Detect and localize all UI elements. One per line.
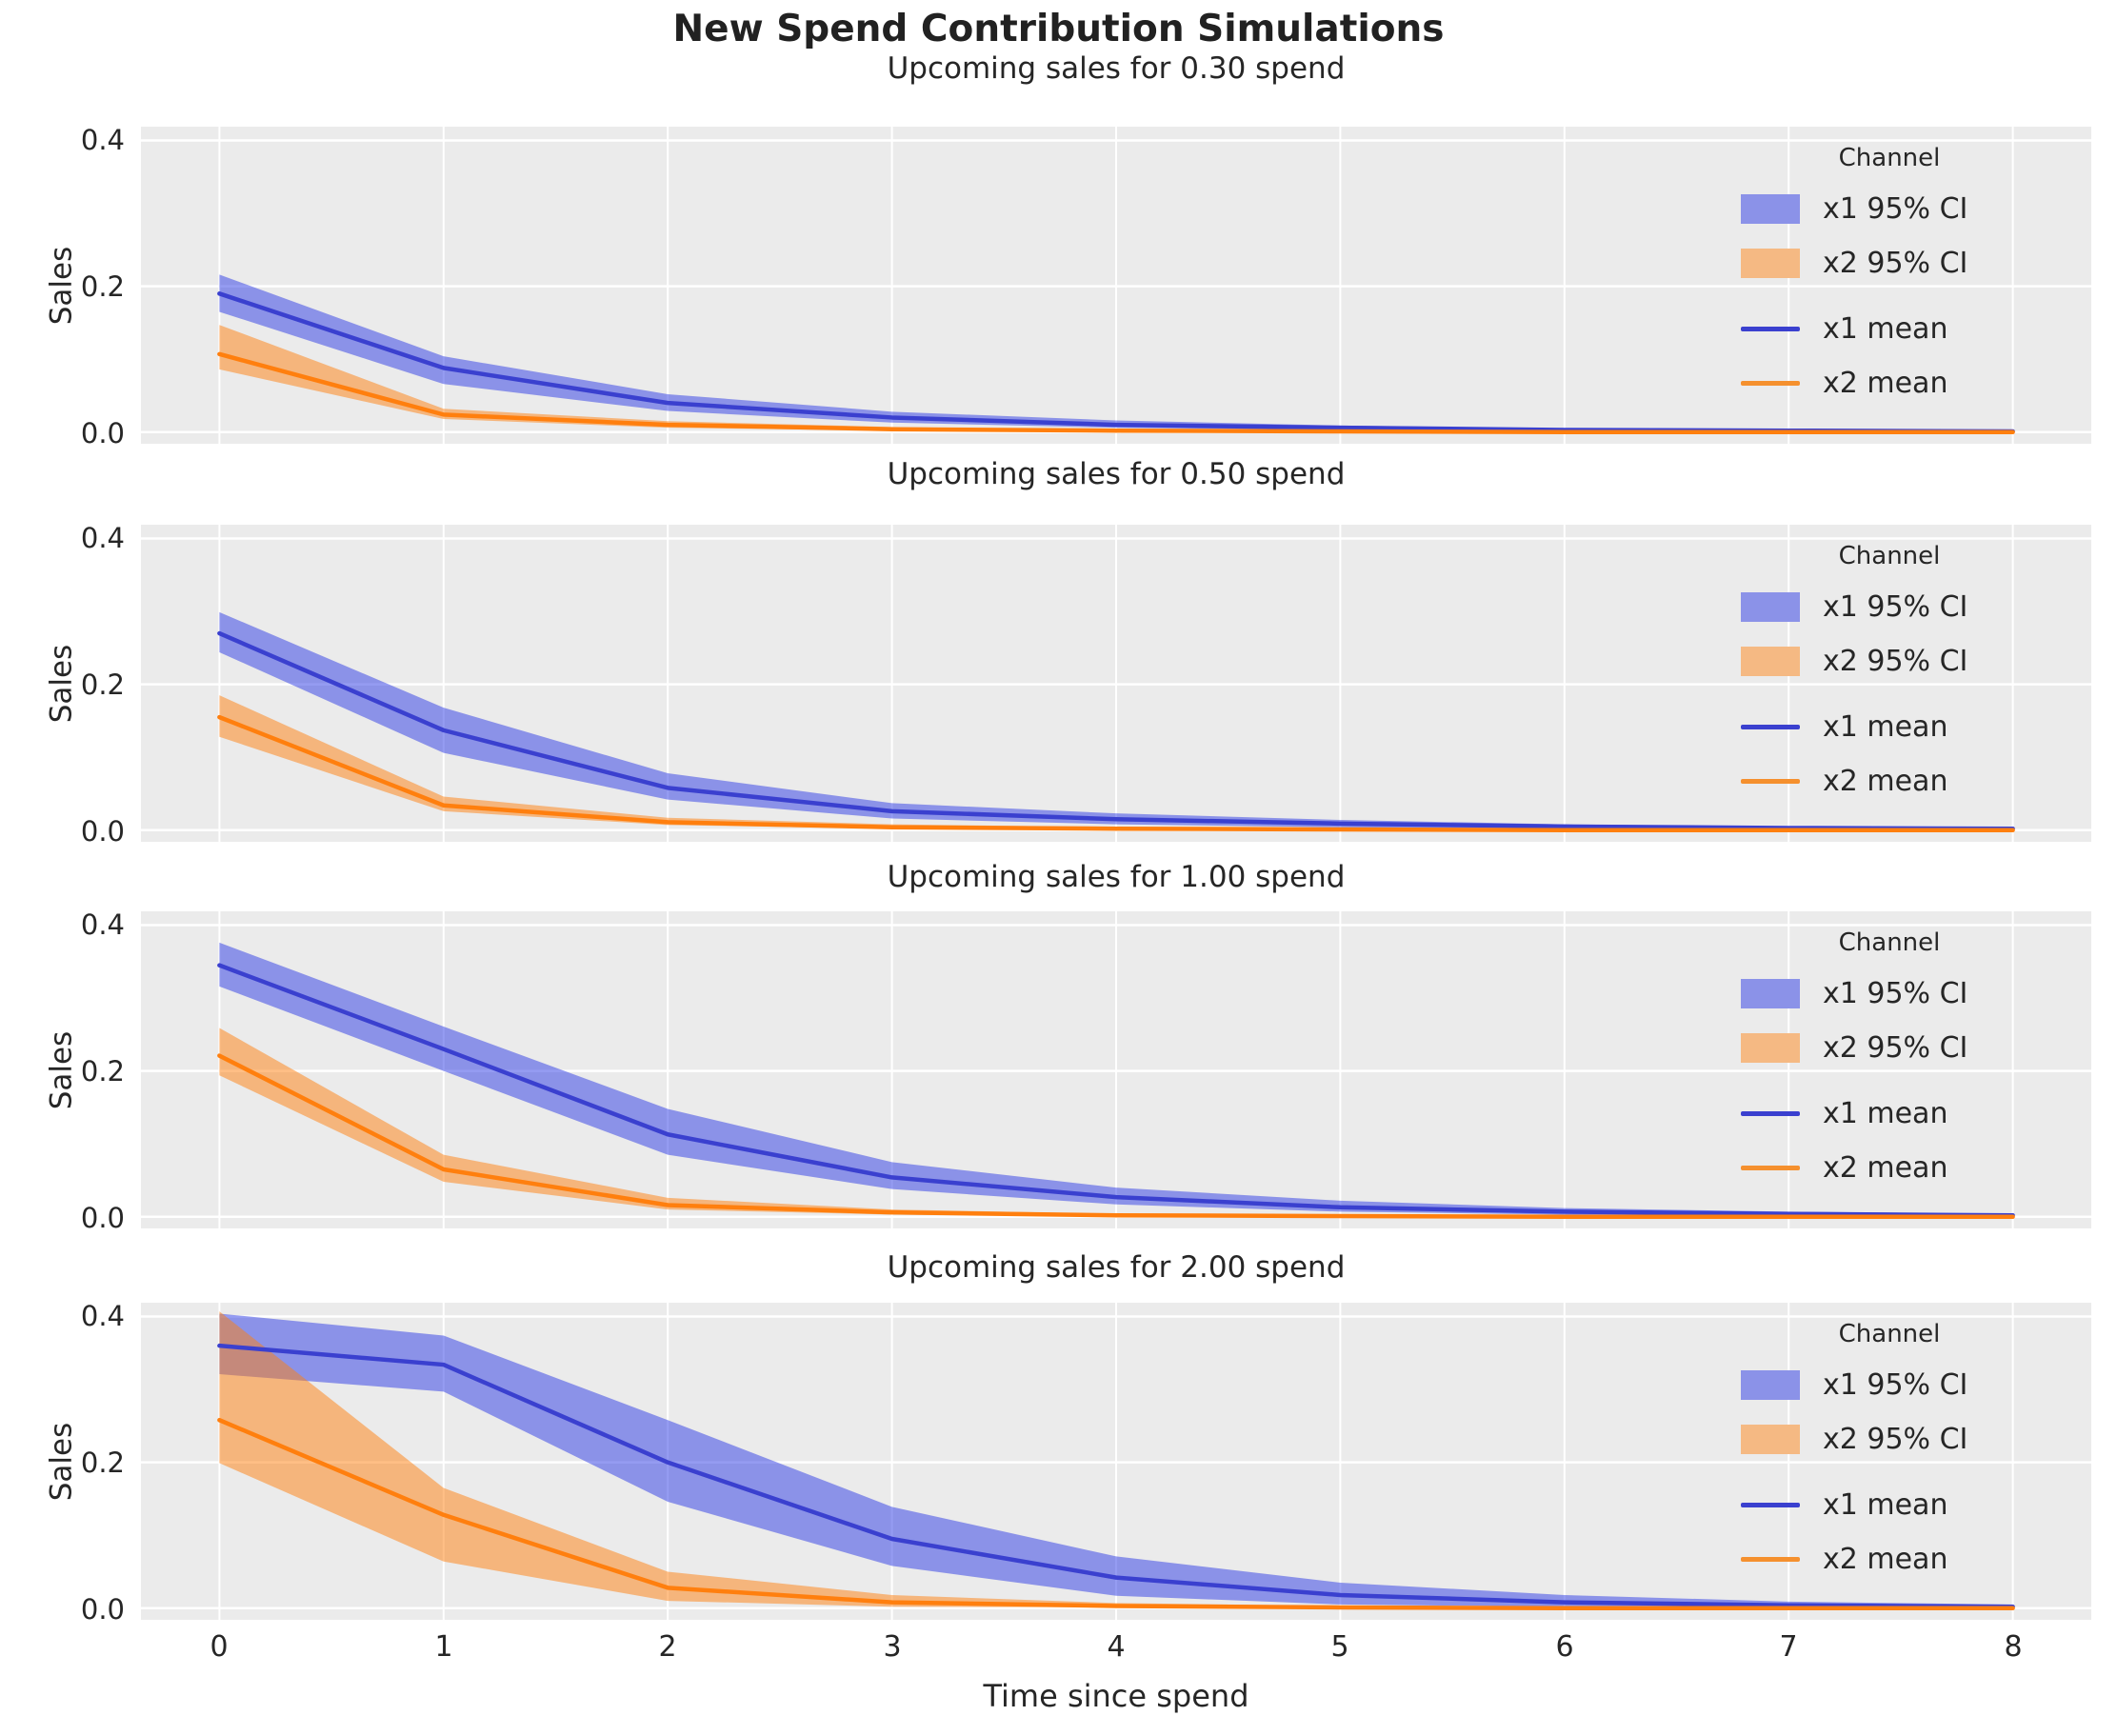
line-chart-0.50-spend: [141, 525, 2091, 842]
axes-1.00-spend: Sales 0.4 0.2 0.0 Channel x1 95% CI x2 9…: [44, 908, 2091, 1234]
y-tick-0.4: 0.4: [80, 908, 125, 941]
x-tick-6: 6: [1555, 1630, 1574, 1664]
axes-0.30-spend: Sales 0.4 0.2 0.0 Channel x1 95% CI x2 9…: [44, 124, 2091, 449]
x-tick-4: 4: [1107, 1630, 1126, 1664]
axes-2.00-spend: Sales 0.4 0.2 0.0 Channel x1 95% CI x2 9…: [44, 1300, 2091, 1626]
x1-mean-line-sample: [1741, 1110, 1800, 1116]
x1-ci-swatch: [1741, 978, 1800, 1008]
x1-ci-swatch: [1741, 591, 1800, 622]
legend-label: x1 95% CI: [1823, 976, 1968, 1010]
legend-entry-x2-ci: x2 95% CI: [1741, 1027, 2038, 1068]
legend-entry-x1-mean: x1 mean: [1741, 1092, 2038, 1134]
x-axis-label: Time since spend: [983, 1678, 1249, 1714]
x2-mean-line-sample: [1741, 1165, 1800, 1170]
legend-label: x2 95% CI: [1823, 246, 1968, 280]
legend-entry-x1-ci: x1 95% CI: [1741, 586, 2038, 628]
legend-entry-x1-mean: x1 mean: [1741, 706, 2038, 748]
y-tick-0.0: 0.0: [80, 417, 125, 449]
legend-entry-x2-ci: x2 95% CI: [1741, 242, 2038, 284]
legend-label: x1 mean: [1823, 1487, 1948, 1522]
x2-ci-swatch: [1741, 646, 1800, 676]
legend-label: x2 95% CI: [1823, 644, 1968, 678]
legend-entry-x2-ci: x2 95% CI: [1741, 640, 2038, 682]
y-tick-0.2: 0.2: [80, 1055, 125, 1087]
legend-entry-x2-mean: x2 mean: [1741, 1538, 2038, 1580]
x1-mean-line-sample: [1741, 1502, 1800, 1507]
x1-ci-swatch: [1741, 193, 1800, 224]
x1-ci-swatch: [1741, 1369, 1800, 1400]
x2-mean-line-sample: [1741, 380, 1800, 386]
legend-label: x2 95% CI: [1823, 1422, 1968, 1456]
x2-ci-swatch: [1741, 1032, 1800, 1063]
legend-label: x1 95% CI: [1823, 589, 1968, 624]
x1-mean-line-sample: [1741, 724, 1800, 729]
y-tick-0.4: 0.4: [80, 522, 125, 554]
x-tick-0: 0: [210, 1630, 229, 1664]
legend-entry-x2-ci: x2 95% CI: [1741, 1418, 2038, 1460]
legend: Channel x1 95% CI x2 95% CI x1 mean x2 m…: [1741, 928, 2038, 1201]
legend-label: x1 95% CI: [1823, 191, 1968, 226]
legend: Channel x1 95% CI x2 95% CI x1 mean x2 m…: [1741, 542, 2038, 814]
subplot-title-1.00-spend: Upcoming sales for 1.00 spend: [887, 860, 1346, 894]
x-tick-5: 5: [1330, 1630, 1349, 1664]
legend-entry-x2-mean: x2 mean: [1741, 760, 2038, 802]
legend-label: x1 mean: [1823, 311, 1948, 346]
legend-title: Channel: [1838, 144, 1941, 172]
x2-ci-swatch: [1741, 1424, 1800, 1454]
legend-entry-x1-mean: x1 mean: [1741, 308, 2038, 349]
line-chart-0.30-spend: [141, 127, 2091, 444]
subplot-title-2.00-spend: Upcoming sales for 2.00 spend: [887, 1250, 1346, 1285]
x-tick-8: 8: [2004, 1630, 2023, 1664]
x2-ci-swatch: [1741, 248, 1800, 278]
legend-label: x2 mean: [1823, 366, 1948, 400]
x2-mean-line-sample: [1741, 1556, 1800, 1562]
x-tick-3: 3: [883, 1630, 902, 1664]
y-tick-0.4: 0.4: [80, 124, 125, 156]
legend-label: x1 mean: [1823, 1096, 1948, 1130]
legend-entry-x1-ci: x1 95% CI: [1741, 1364, 2038, 1406]
subplot-title-0.30-spend: Upcoming sales for 0.30 spend: [887, 51, 1346, 86]
x-tick-7: 7: [1779, 1630, 1798, 1664]
legend-label: x2 mean: [1823, 1150, 1948, 1185]
y-tick-0.2: 0.2: [80, 270, 125, 303]
legend-label: x2 mean: [1823, 1542, 1948, 1576]
legend-entry-x1-ci: x1 95% CI: [1741, 972, 2038, 1014]
y-tick-0.4: 0.4: [80, 1300, 125, 1332]
y-tick-0.0: 0.0: [80, 815, 125, 848]
legend-entry-x1-ci: x1 95% CI: [1741, 188, 2038, 229]
x-tick-1: 1: [434, 1630, 453, 1664]
legend-label: x1 95% CI: [1823, 1367, 1968, 1402]
legend-entry-x2-mean: x2 mean: [1741, 1147, 2038, 1188]
figure-title: New Spend Contribution Simulations: [672, 8, 1445, 50]
y-tick-0.0: 0.0: [80, 1202, 125, 1234]
line-chart-2.00-spend: [141, 1303, 2091, 1620]
legend-entry-x1-mean: x1 mean: [1741, 1484, 2038, 1526]
line-chart-1.00-spend: [141, 911, 2091, 1228]
legend: Channel x1 95% CI x2 95% CI x1 mean x2 m…: [1741, 144, 2038, 416]
legend-title: Channel: [1838, 928, 1941, 957]
legend-entry-x2-mean: x2 mean: [1741, 362, 2038, 404]
y-tick-0.2: 0.2: [80, 668, 125, 701]
x1-mean-line-sample: [1741, 326, 1800, 331]
y-tick-0.2: 0.2: [80, 1447, 125, 1479]
legend-title: Channel: [1838, 1320, 1941, 1348]
legend-label: x2 95% CI: [1823, 1030, 1968, 1065]
legend-label: x2 mean: [1823, 764, 1948, 798]
legend-label: x1 mean: [1823, 709, 1948, 744]
subplot-title-0.50-spend: Upcoming sales for 0.50 spend: [887, 457, 1346, 491]
x2-mean-line-sample: [1741, 778, 1800, 784]
legend-title: Channel: [1838, 542, 1941, 570]
y-tick-0.0: 0.0: [80, 1593, 125, 1626]
axes-0.50-spend: Sales 0.4 0.2 0.0 Channel x1 95% CI x2 9…: [44, 522, 2091, 848]
x-tick-2: 2: [658, 1630, 677, 1664]
legend: Channel x1 95% CI x2 95% CI x1 mean x2 m…: [1741, 1320, 2038, 1592]
x-axis-ticks: 0 1 2 3 4 5 6 7 8: [141, 1630, 2091, 1668]
